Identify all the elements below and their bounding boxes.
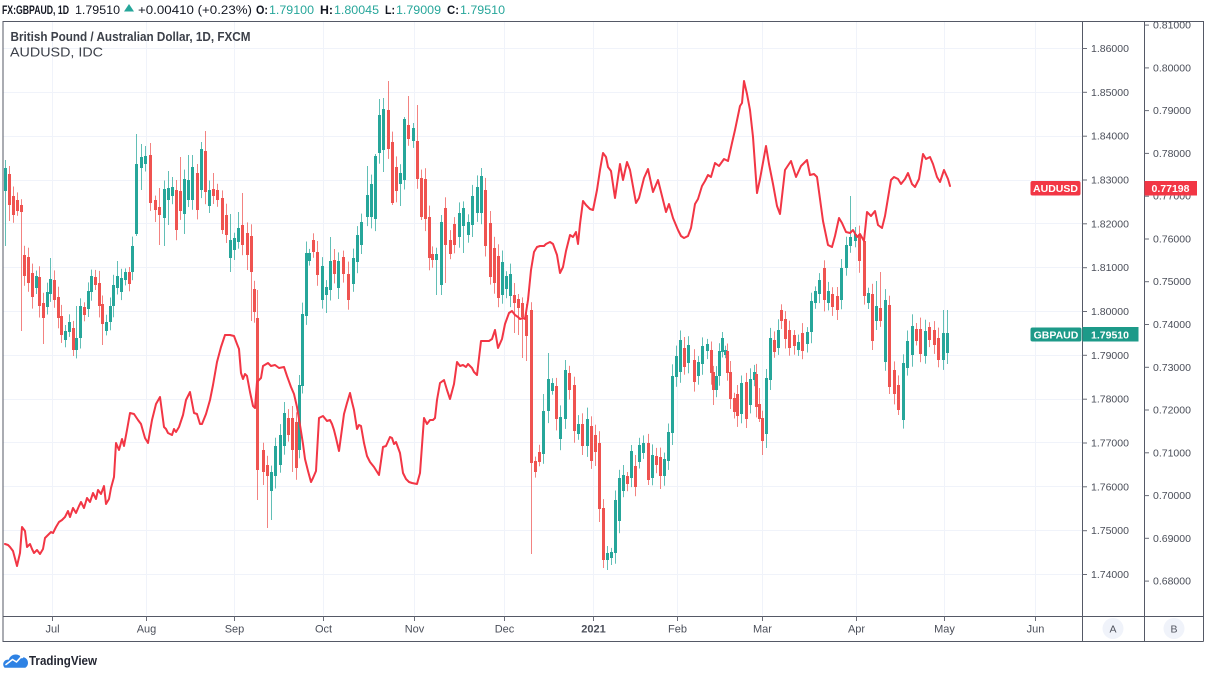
svg-text:Apr: Apr bbox=[848, 624, 865, 636]
svg-text:AUDUSD, IDC: AUDUSD, IDC bbox=[10, 46, 103, 60]
svg-text:B: B bbox=[1170, 624, 1177, 636]
svg-text:0.81000: 0.81000 bbox=[1153, 20, 1191, 32]
svg-text:1.79100: 1.79100 bbox=[269, 5, 314, 17]
svg-text:Oct: Oct bbox=[315, 624, 332, 636]
svg-text:L:: L: bbox=[385, 5, 395, 17]
svg-text:1.79510: 1.79510 bbox=[460, 5, 505, 17]
svg-text:2021: 2021 bbox=[581, 624, 605, 636]
svg-text:0.80000: 0.80000 bbox=[1153, 62, 1191, 74]
svg-text:Nov: Nov bbox=[405, 624, 425, 636]
svg-text:British Pound / Australian Dol: British Pound / Australian Dollar, 1D, F… bbox=[11, 30, 251, 44]
svg-text:1.79000: 1.79000 bbox=[1091, 350, 1129, 362]
svg-text:Mar: Mar bbox=[753, 624, 772, 636]
svg-text:1.74000: 1.74000 bbox=[1091, 569, 1129, 581]
svg-text:Dec: Dec bbox=[495, 624, 515, 636]
svg-text:H:: H: bbox=[320, 5, 333, 17]
svg-text:1.84000: 1.84000 bbox=[1091, 131, 1129, 143]
svg-text:1.83000: 1.83000 bbox=[1091, 175, 1129, 187]
svg-text:1.81000: 1.81000 bbox=[1091, 262, 1129, 274]
svg-text:0.69000: 0.69000 bbox=[1153, 533, 1191, 545]
svg-text:0.73000: 0.73000 bbox=[1153, 362, 1191, 374]
svg-text:1.75000: 1.75000 bbox=[1091, 525, 1129, 537]
svg-text:Jun: Jun bbox=[1027, 624, 1045, 636]
svg-text:0.77198: 0.77198 bbox=[1152, 183, 1190, 195]
svg-text:AUDUSD: AUDUSD bbox=[1033, 183, 1078, 195]
svg-text:O:: O: bbox=[256, 5, 268, 17]
svg-text:0.71000: 0.71000 bbox=[1153, 447, 1191, 459]
svg-text:0.74000: 0.74000 bbox=[1153, 319, 1191, 331]
svg-text:0.79000: 0.79000 bbox=[1153, 105, 1191, 117]
svg-text:0.70000: 0.70000 bbox=[1153, 490, 1191, 502]
svg-text:1.82000: 1.82000 bbox=[1091, 218, 1129, 230]
svg-text:0.72000: 0.72000 bbox=[1153, 405, 1191, 417]
svg-text:1.79510: 1.79510 bbox=[75, 5, 120, 17]
svg-text:TradingView: TradingView bbox=[29, 653, 98, 668]
svg-text:Jul: Jul bbox=[45, 624, 59, 636]
svg-text:1.80045: 1.80045 bbox=[334, 5, 379, 17]
svg-text:Aug: Aug bbox=[137, 624, 157, 636]
svg-text:0.78000: 0.78000 bbox=[1153, 148, 1191, 160]
svg-text:+0.00410 (+0.23%): +0.00410 (+0.23%) bbox=[138, 5, 252, 17]
svg-text:FX:GBPAUD, 1D: FX:GBPAUD, 1D bbox=[2, 5, 69, 17]
svg-text:C:: C: bbox=[447, 5, 459, 17]
svg-text:May: May bbox=[934, 624, 955, 636]
svg-text:Sep: Sep bbox=[225, 624, 245, 636]
svg-text:1.76000: 1.76000 bbox=[1091, 481, 1129, 493]
svg-text:1.78000: 1.78000 bbox=[1091, 394, 1129, 406]
svg-text:1.79510: 1.79510 bbox=[1091, 330, 1129, 342]
svg-text:0.75000: 0.75000 bbox=[1153, 276, 1191, 288]
svg-text:1.79009: 1.79009 bbox=[396, 5, 441, 17]
svg-text:1.85000: 1.85000 bbox=[1091, 87, 1129, 99]
svg-text:GBPAUD: GBPAUD bbox=[1034, 330, 1079, 342]
svg-text:Feb: Feb bbox=[668, 624, 687, 636]
svg-text:1.80000: 1.80000 bbox=[1091, 306, 1129, 318]
svg-text:0.68000: 0.68000 bbox=[1153, 576, 1191, 588]
svg-text:A: A bbox=[1109, 624, 1116, 636]
svg-text:0.76000: 0.76000 bbox=[1153, 234, 1191, 246]
svg-text:1.77000: 1.77000 bbox=[1091, 438, 1129, 450]
svg-text:1.86000: 1.86000 bbox=[1091, 43, 1129, 55]
